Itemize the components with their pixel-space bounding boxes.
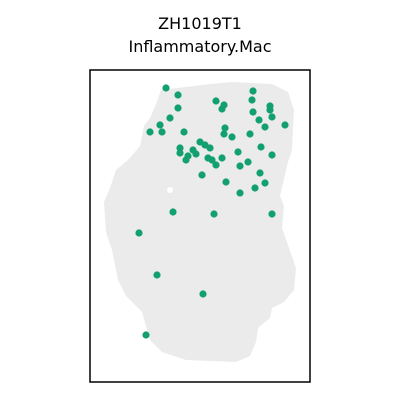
data-point bbox=[218, 105, 226, 113]
data-point bbox=[268, 151, 276, 159]
data-point bbox=[182, 156, 190, 164]
data-point bbox=[257, 143, 265, 151]
data-point bbox=[256, 169, 264, 177]
data-point bbox=[212, 97, 220, 105]
data-point bbox=[158, 128, 166, 136]
data-point bbox=[234, 148, 242, 156]
data-point bbox=[251, 184, 259, 192]
tissue-shape bbox=[104, 82, 296, 362]
data-point bbox=[169, 208, 177, 216]
data-point bbox=[268, 210, 276, 218]
data-point bbox=[162, 84, 170, 92]
data-point bbox=[220, 130, 228, 138]
data-point bbox=[166, 114, 174, 122]
data-point bbox=[210, 210, 218, 218]
data-point bbox=[249, 108, 257, 116]
data-point bbox=[261, 123, 269, 131]
data-point bbox=[268, 113, 276, 121]
chart-subtitle: Inflammatory.Mac bbox=[128, 37, 272, 56]
data-point bbox=[248, 96, 256, 104]
data-point bbox=[174, 91, 182, 99]
data-point bbox=[221, 124, 229, 132]
data-point bbox=[244, 158, 252, 166]
tissue-region bbox=[104, 82, 296, 362]
data-point bbox=[142, 331, 150, 339]
data-point bbox=[146, 128, 154, 136]
plot-frame bbox=[89, 69, 311, 383]
data-point bbox=[236, 162, 244, 170]
highlight-points bbox=[135, 84, 289, 339]
data-point bbox=[266, 106, 274, 114]
chart-title: ZH1019T1 bbox=[158, 14, 242, 33]
data-point bbox=[249, 87, 257, 95]
data-point bbox=[212, 161, 220, 169]
tissue-gap bbox=[167, 187, 173, 193]
data-point bbox=[156, 121, 164, 129]
data-point bbox=[199, 290, 207, 298]
data-point bbox=[135, 229, 143, 237]
data-point bbox=[218, 154, 226, 162]
data-point bbox=[176, 144, 184, 152]
data-point bbox=[153, 271, 161, 279]
data-point bbox=[255, 116, 263, 124]
data-point bbox=[281, 121, 289, 129]
data-point bbox=[228, 133, 236, 141]
data-point bbox=[192, 150, 200, 158]
data-point bbox=[176, 149, 184, 157]
data-point bbox=[208, 156, 216, 164]
data-point bbox=[180, 128, 188, 136]
data-point bbox=[246, 130, 254, 138]
data-point bbox=[261, 179, 269, 187]
data-point bbox=[222, 178, 230, 186]
data-point bbox=[174, 104, 182, 112]
data-point bbox=[236, 189, 244, 197]
data-point bbox=[198, 171, 206, 179]
data-point bbox=[206, 144, 214, 152]
